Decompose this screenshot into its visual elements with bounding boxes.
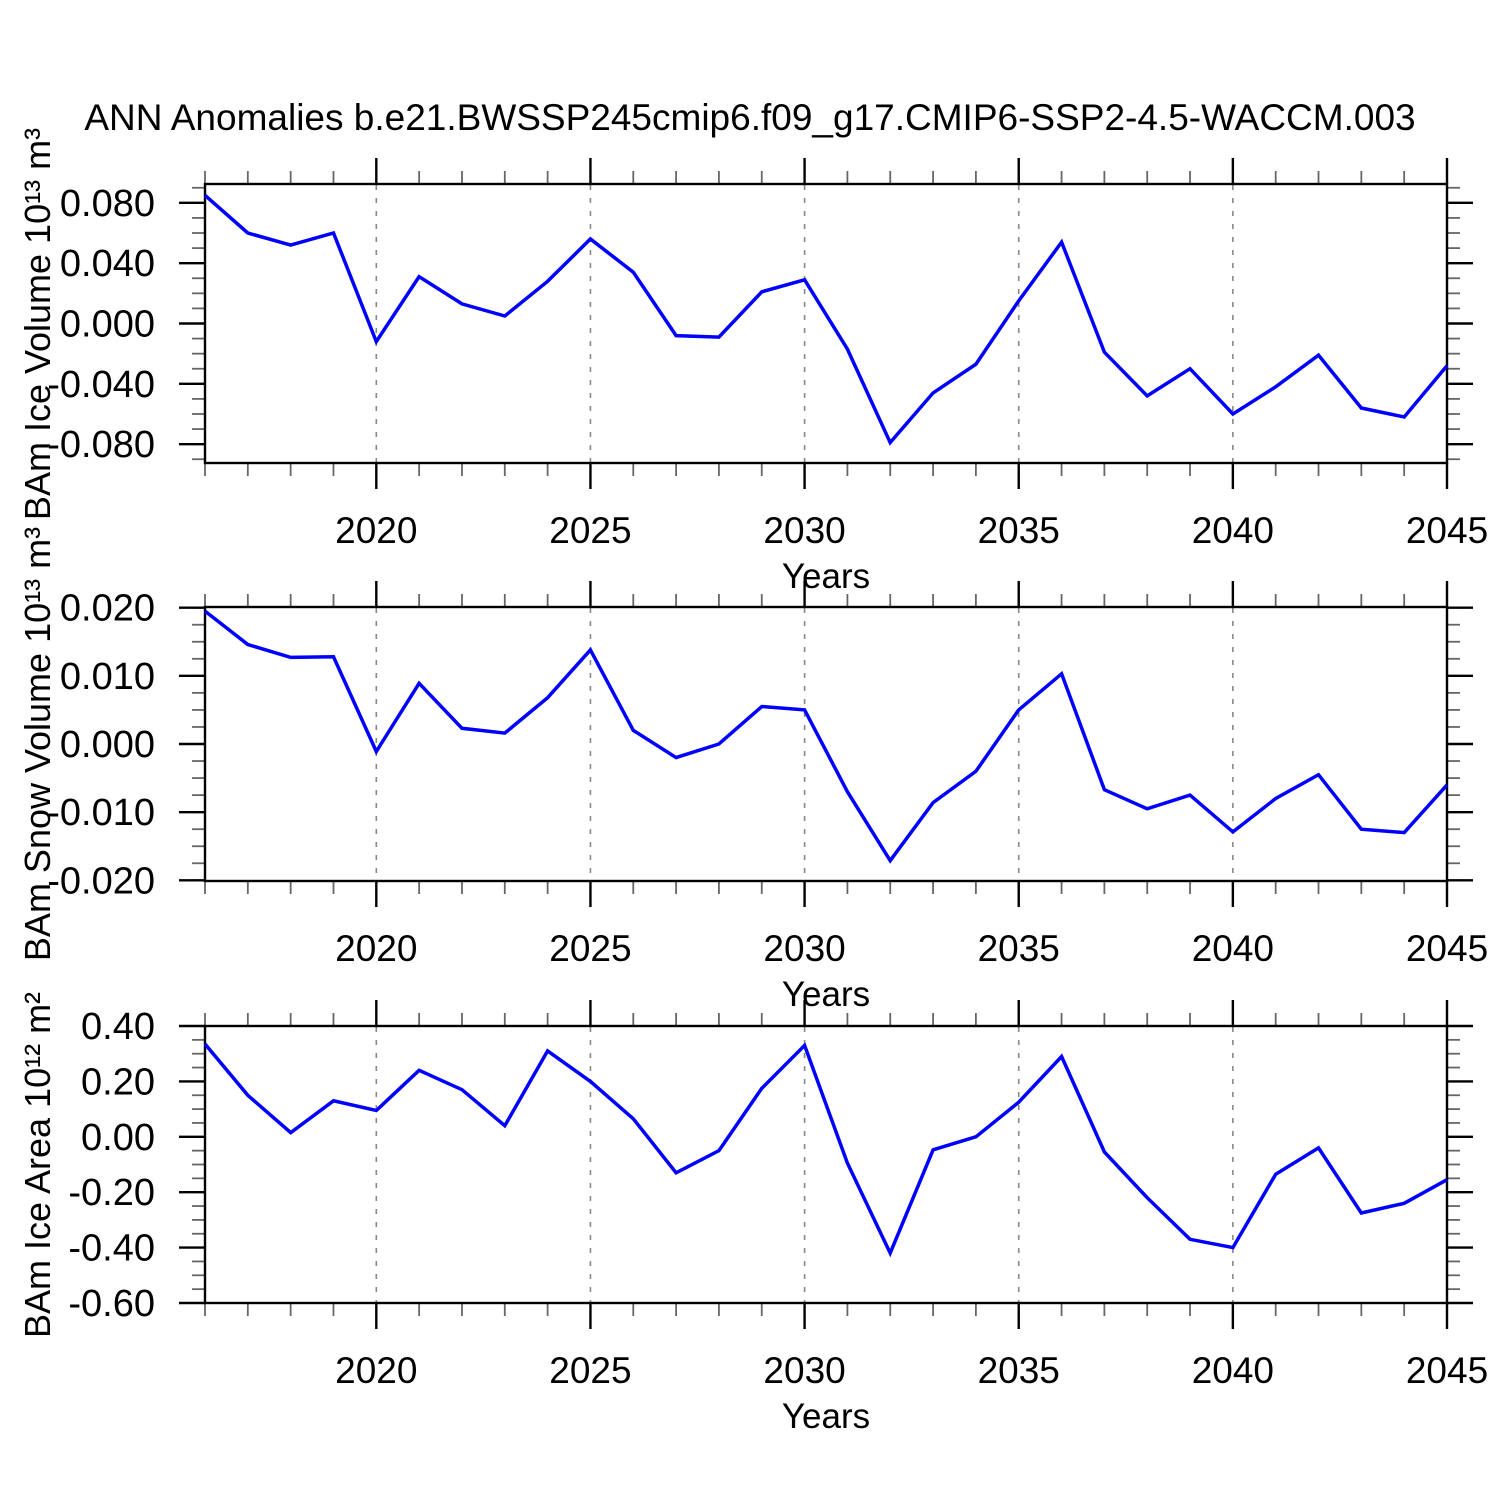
y-axis-title-snow-volume: BAm Snow Volume 10¹³ m³ [17,526,58,962]
panel-2-x-tick-label-2030: 2030 [763,1350,845,1391]
panel-2-border [203,1024,1449,1305]
panel-0-x-tick-label-2040: 2040 [1192,510,1274,551]
panel-2-y-tick-label--0.60: -0.60 [68,1283,155,1325]
y-axis-title-ice-volume: BAm Ice Volume 10¹³ m³ [17,127,58,520]
panel-1-x-tick-label-2040: 2040 [1192,928,1274,969]
panel-1-y-tick-label-0.010: 0.010 [60,656,155,698]
panel-1-y-tick-label--0.010: -0.010 [47,792,155,834]
panel-2-y-tick-label-0.00: 0.00 [81,1117,155,1159]
panel-2-x-tick-label-2020: 2020 [335,1350,417,1391]
panel-2-y-tick-label-0.20: 0.20 [81,1061,155,1103]
panel-2-y-tick-label--0.20: -0.20 [68,1172,155,1214]
panel-0-x-tick-label-2030: 2030 [763,510,845,551]
x-axis-title-years-panel-1: Years [781,557,871,596]
panel-1-x-tick-label-2020: 2020 [335,928,417,969]
panel-1-x-tick-label-2045: 2045 [1406,928,1488,969]
panel-0-x-tick-label-2020: 2020 [335,510,417,551]
panel-2-x-tick-label-2045: 2045 [1406,1350,1488,1391]
panel-0-y-tick-label-0.080: 0.080 [60,183,155,225]
chart-title: ANN Anomalies b.e21.BWSSP245cmip6.f09_g1… [84,97,1416,138]
panel-1-border [203,605,1449,883]
panel-0-y-tick-label-0.040: 0.040 [60,243,155,285]
panel-2-x-tick-label-2035: 2035 [978,1350,1060,1391]
panel-1-x-tick-label-2035: 2035 [978,928,1060,969]
panel-0-y-tick-label--0.080: -0.080 [47,424,155,466]
x-axis-title-years-panel-2: Years [781,975,871,1014]
panel-1-y-tick-label-0.020: 0.020 [60,588,155,630]
panel-0-x-tick-label-2045: 2045 [1406,510,1488,551]
panel-1-y-tick-label-0.000: 0.000 [60,724,155,766]
panel-2-y-tick-label--0.40: -0.40 [68,1228,155,1270]
y-axis-title-ice-area: BAm Ice Area 10¹² m² [17,991,58,1338]
panel-0-x-tick-label-2025: 2025 [549,510,631,551]
panel-0-border [203,182,1449,465]
panel-2-y-tick-label-0.40: 0.40 [81,1006,155,1048]
panel-1-x-tick-label-2030: 2030 [763,928,845,969]
panel-1-y-tick-label--0.020: -0.020 [47,860,155,902]
panel-2-data-line [203,1042,1448,1258]
panel-0-y-tick-label-0.000: 0.000 [60,304,155,346]
panel-0-data-line [203,193,1449,446]
x-axis-title-years-panel-3: Years [781,1397,871,1436]
panel-2-x-tick-label-2025: 2025 [549,1350,631,1391]
panel-0-y-tick-label--0.040: -0.040 [47,364,155,406]
panel-0-x-tick-label-2035: 2035 [978,510,1060,551]
panel-2-x-tick-label-2040: 2040 [1192,1350,1274,1391]
panel-1-x-tick-label-2025: 2025 [549,928,631,969]
panel-1-data-line [203,609,1449,864]
